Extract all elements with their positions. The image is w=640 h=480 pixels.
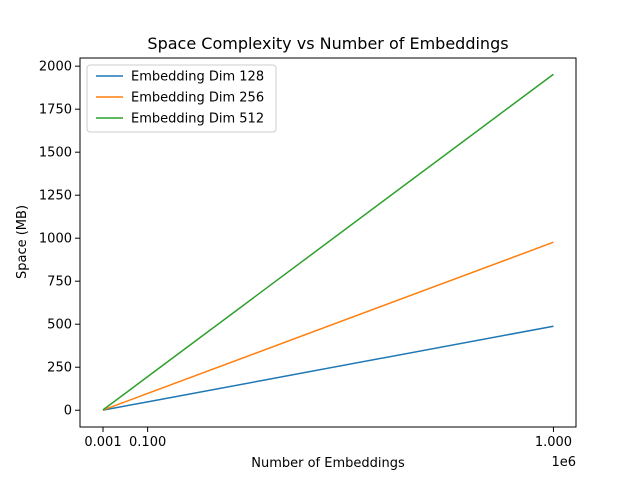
y-tick-label: 2000 — [39, 60, 72, 75]
y-tick-label: 750 — [47, 275, 72, 290]
legend: Embedding Dim 128 Embedding Dim 256 Embedd… — [86, 64, 277, 133]
y-axis-ticks: 0 250 500 750 1000 1250 1500 1750 2000 — [39, 60, 80, 419]
y-axis-label: Space (MB) — [15, 205, 30, 279]
y-tick-label: 1000 — [39, 232, 72, 247]
x-tick-label: 0.100 — [129, 435, 166, 450]
legend-label: Embedding Dim 256 — [131, 91, 264, 106]
series-layer — [102, 73, 554, 411]
plot-area — [79, 57, 577, 428]
x-tick-label: 0.001 — [84, 435, 121, 450]
y-tick-label: 0 — [64, 404, 72, 419]
series-line-embedding-dim-512 — [102, 73, 554, 411]
legend-box — [86, 64, 277, 133]
x-axis-offset-text: 1e6 — [551, 455, 576, 470]
y-tick-label: 1500 — [39, 146, 72, 161]
x-tick-label: 1.000 — [535, 435, 572, 450]
chart-title: Space Complexity vs Number of Embeddings — [147, 34, 508, 53]
y-tick-label: 1250 — [39, 189, 72, 204]
axes-frame — [79, 57, 577, 428]
y-tick-label: 500 — [47, 318, 72, 333]
y-tick-label: 1750 — [39, 103, 72, 118]
y-tick-label: 250 — [47, 361, 72, 376]
x-axis-ticks: 0.001 0.100 1.000 — [84, 427, 572, 450]
legend-label: Embedding Dim 128 — [131, 70, 264, 85]
legend-label: Embedding Dim 512 — [131, 112, 264, 127]
x-axis-label: Number of Embeddings — [251, 456, 405, 471]
